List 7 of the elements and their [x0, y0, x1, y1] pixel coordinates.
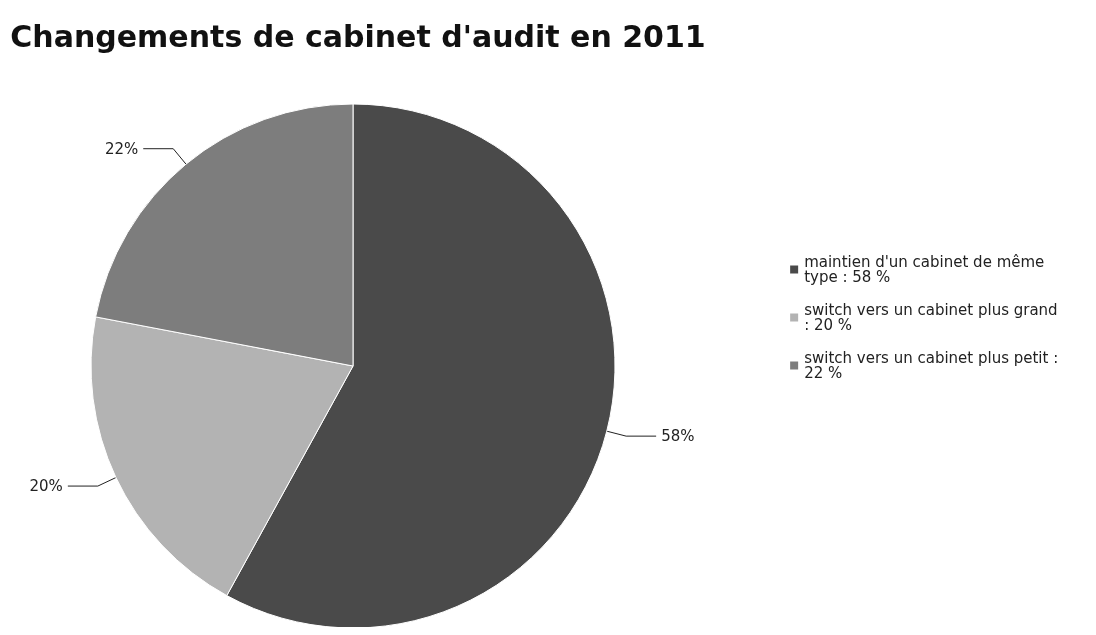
data-label: 20% — [29, 477, 63, 496]
legend-label: maintien d'un cabinet de même type : 58 % — [804, 253, 1050, 286]
data-label: 58% — [661, 427, 695, 446]
legend-label: switch vers un cabinet plus petit : 22 % — [804, 349, 1064, 382]
data-label: 22% — [104, 139, 139, 158]
legend-label: switch vers un cabinet plus grand : 20 % — [804, 301, 1063, 334]
chart-title: Changements de cabinet d'audit en 2011 — [10, 18, 706, 54]
